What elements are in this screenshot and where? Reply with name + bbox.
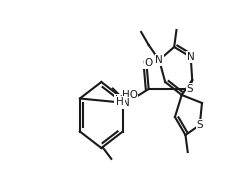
- Text: N: N: [187, 52, 194, 62]
- Text: N: N: [155, 55, 163, 65]
- Text: S: S: [187, 84, 193, 94]
- Text: O: O: [144, 57, 152, 67]
- Text: O: O: [144, 58, 152, 68]
- Text: H: H: [115, 95, 122, 105]
- Text: N: N: [155, 55, 163, 65]
- Text: O: O: [142, 58, 151, 68]
- Text: N: N: [122, 98, 130, 108]
- Text: S: S: [187, 84, 193, 94]
- Text: HO: HO: [122, 90, 138, 100]
- Text: S: S: [196, 120, 203, 130]
- Text: S: S: [196, 120, 203, 130]
- Text: N: N: [187, 52, 194, 62]
- Text: H: H: [116, 97, 124, 107]
- Text: N: N: [122, 98, 130, 108]
